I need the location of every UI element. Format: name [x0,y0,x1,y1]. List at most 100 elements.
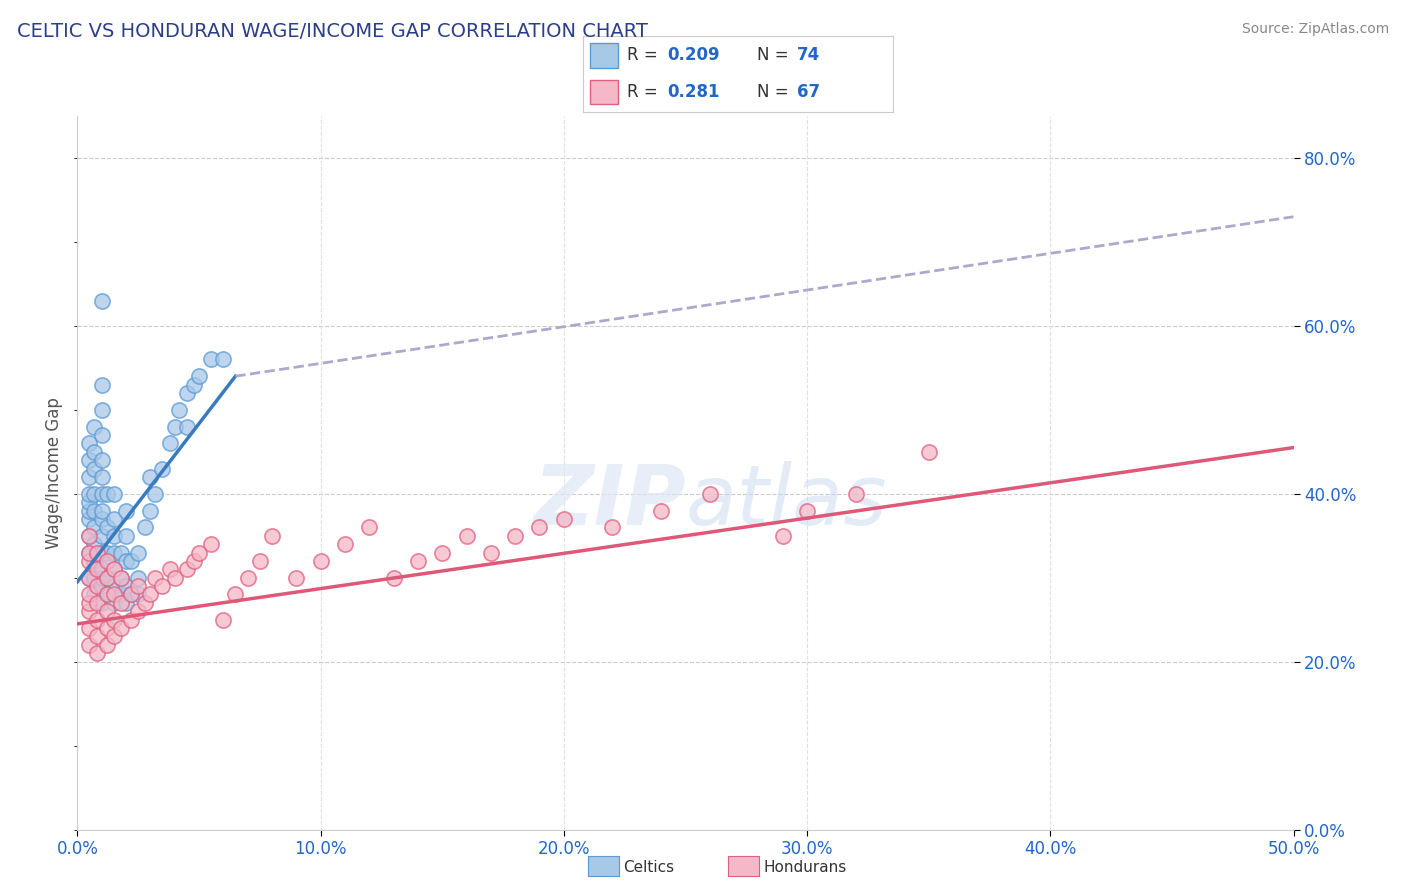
Point [115,529,138,543]
Point [212,352,235,367]
Point [249,554,271,568]
Point [79,596,101,610]
Point [90,529,112,543]
Point [115,503,138,517]
Point [90,402,112,417]
Point [553,512,575,526]
Text: ZIP: ZIP [533,461,686,541]
Point [159,562,181,576]
Point [83,554,105,568]
Point [176,419,198,434]
Point [103,487,125,501]
Point [143,487,166,501]
Point [96,554,118,568]
Y-axis label: Wage/Income Gap: Wage/Income Gap [45,397,63,549]
Point [159,436,181,450]
Point [456,529,478,543]
Point [918,444,941,458]
Point [90,571,112,585]
Point [96,604,118,618]
Text: Celtics: Celtics [623,860,673,874]
Point [90,545,112,559]
Point [224,587,246,601]
Point [79,571,101,585]
Point [86,646,108,660]
Text: Source: ZipAtlas.com: Source: ZipAtlas.com [1241,22,1389,37]
Point [103,596,125,610]
Point [86,596,108,610]
Point [90,428,112,442]
Point [163,571,186,585]
Point [845,487,868,501]
Point [183,554,205,568]
Point [110,621,132,635]
Point [86,562,108,576]
Point [382,571,405,585]
Point [103,630,125,644]
Point [79,621,101,635]
Point [110,545,132,559]
Point [90,512,112,526]
Point [79,604,101,618]
Point [83,537,105,551]
Point [90,562,112,576]
Point [127,587,149,601]
Point [83,571,105,585]
Point [139,587,162,601]
Point [83,520,105,534]
Point [90,596,112,610]
Point [90,453,112,467]
Point [139,503,162,517]
Point [285,571,308,585]
Point [103,613,125,627]
Point [200,537,222,551]
Point [96,638,118,652]
Point [79,554,101,568]
Point [127,571,149,585]
Point [90,470,112,484]
Text: 0.209: 0.209 [666,46,720,64]
Point [103,562,125,576]
Point [236,571,259,585]
Point [103,545,125,559]
Point [260,529,283,543]
Point [79,587,101,601]
Point [86,630,108,644]
Point [110,587,132,601]
Point [96,621,118,635]
Point [110,571,132,585]
Point [79,453,101,467]
Text: CELTIC VS HONDURAN WAGE/INCOME GAP CORRELATION CHART: CELTIC VS HONDURAN WAGE/INCOME GAP CORRE… [17,22,648,41]
Point [163,419,186,434]
Point [83,461,105,475]
Text: R =: R = [627,46,662,64]
Point [188,545,211,559]
Point [79,512,101,526]
Point [503,529,526,543]
Point [79,529,101,543]
Point [120,613,142,627]
Point [79,571,101,585]
Text: R =: R = [627,83,662,101]
Text: N =: N = [756,83,793,101]
Point [120,554,142,568]
Point [115,579,138,593]
Bar [589,79,617,104]
Point [79,529,101,543]
Point [96,487,118,501]
Point [127,545,149,559]
Point [110,571,132,585]
Point [120,587,142,601]
Point [110,596,132,610]
Point [529,520,551,534]
Point [79,470,101,484]
Point [188,369,211,384]
Point [212,613,235,627]
Point [143,571,166,585]
Point [96,571,118,585]
Point [333,537,356,551]
Point [83,587,105,601]
Point [103,562,125,576]
Point [83,487,105,501]
Point [90,579,112,593]
